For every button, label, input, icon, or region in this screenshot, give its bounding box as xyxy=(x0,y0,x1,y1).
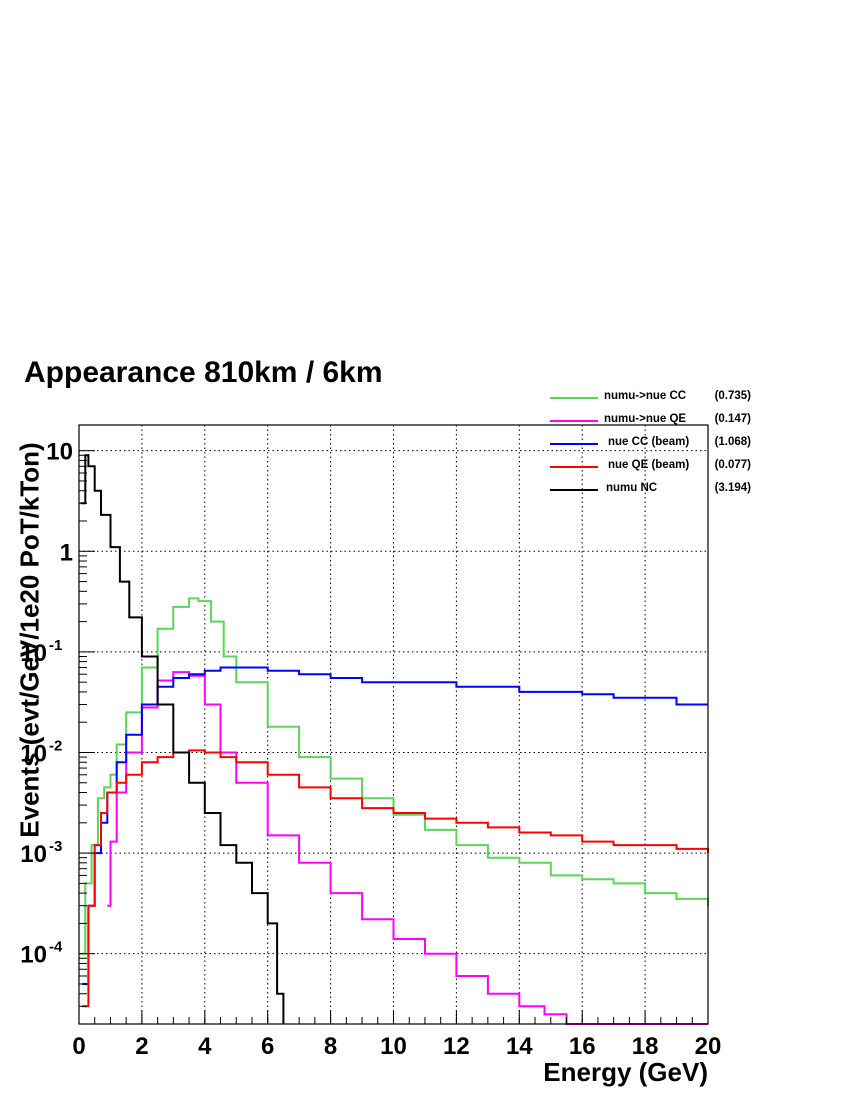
x-tick-label: 2 xyxy=(135,1033,148,1060)
legend-label: numu NC xyxy=(606,482,658,494)
x-tick-label: 12 xyxy=(443,1033,470,1060)
legend-swatch xyxy=(550,443,598,445)
y-tick-exponent: -2 xyxy=(49,737,62,754)
y-axis-label: Events (evt/GeV/1e20 PoT/kTon) xyxy=(14,442,45,838)
y-tick-label: 10 xyxy=(20,841,47,868)
legend-label: numu->nue QE xyxy=(604,413,687,425)
legend-entry-numu-nc: numu NC (3.194) xyxy=(550,480,755,503)
y-tick-exponent: -3 xyxy=(49,838,62,855)
legend-entry-numu-nue-qe: numu->nue QE (0.147) xyxy=(550,411,755,434)
x-axis-label: Energy (GeV) xyxy=(543,1057,708,1087)
series-line-numu-nc xyxy=(80,454,285,1024)
legend: numu->nue CC (0.735) numu->nue QE (0.147… xyxy=(550,388,755,503)
legend-value: (0.735) xyxy=(714,390,751,402)
y-tick-exponent: -1 xyxy=(49,637,62,654)
x-tick-label: 20 xyxy=(695,1033,722,1060)
legend-swatch xyxy=(550,466,598,468)
y-tick-label: 10 xyxy=(20,942,47,969)
x-tick-label: 0 xyxy=(72,1033,85,1060)
y-tick-label: 1 xyxy=(60,539,73,566)
x-tick-label: 4 xyxy=(198,1033,212,1060)
legend-value: (3.194) xyxy=(714,482,751,494)
series-layer xyxy=(79,454,709,1025)
series-line-nue-qe-beam xyxy=(82,749,709,1008)
legend-entry-numu-nue-cc: numu->nue CC (0.735) xyxy=(550,388,755,411)
y-tick-exponent: -4 xyxy=(49,939,63,956)
legend-label: nue QE (beam) xyxy=(608,459,690,471)
y-tick-label: 10 xyxy=(20,640,47,667)
series-line-numu-nue-qe xyxy=(107,671,708,1025)
legend-label: nue CC (beam) xyxy=(608,436,690,448)
legend-value: (0.077) xyxy=(714,459,751,471)
x-tick-label: 16 xyxy=(569,1033,596,1060)
x-tick-label: 10 xyxy=(380,1033,407,1060)
chart-title: Appearance 810km / 6km xyxy=(24,356,383,389)
legend-value: (1.068) xyxy=(714,436,751,448)
series-line-nue-cc-beam xyxy=(82,666,708,985)
x-tick-label: 8 xyxy=(324,1033,337,1060)
series-line-numu-nue-cc xyxy=(79,597,709,955)
x-tick-label: 6 xyxy=(261,1033,274,1060)
legend-swatch xyxy=(550,397,598,399)
legend-entry-nue-qe-beam: nue QE (beam) (0.077) xyxy=(550,457,755,480)
legend-value: (0.147) xyxy=(714,413,751,425)
x-tick-label: 18 xyxy=(632,1033,659,1060)
legend-swatch xyxy=(550,489,598,491)
y-tick-label: 10 xyxy=(46,439,73,466)
legend-label: numu->nue CC xyxy=(604,390,687,402)
legend-swatch xyxy=(550,420,598,422)
y-tick-label: 10 xyxy=(20,740,47,767)
x-tick-label: 14 xyxy=(506,1033,533,1060)
legend-entry-nue-cc-beam: nue CC (beam) (1.068) xyxy=(550,434,755,457)
